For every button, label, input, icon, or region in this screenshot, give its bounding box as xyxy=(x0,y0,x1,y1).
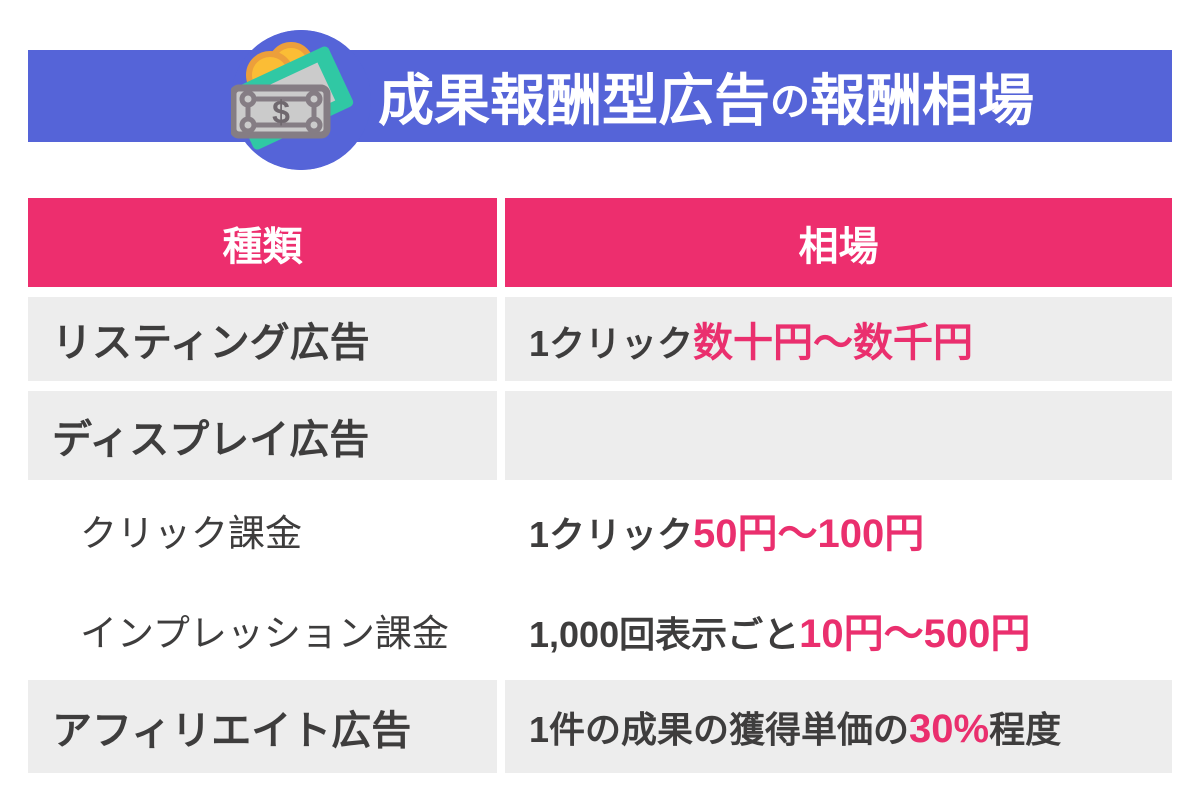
page-title-segment: 成果報酬型広告 xyxy=(378,68,770,132)
column-header-type: 種類 xyxy=(28,198,497,287)
row-rate-value: 1クリック50円〜100円 xyxy=(529,501,924,559)
rate-text: 1,000回表示ごと xyxy=(529,614,800,655)
table-row: ディスプレイ広告 xyxy=(28,391,1172,480)
rate-text: 1クリック xyxy=(529,323,694,364)
money-bills-coins-icon: $ xyxy=(231,30,371,170)
row-type-cell: アフィリエイト広告 xyxy=(28,680,497,773)
rate-text: 1クリック xyxy=(529,514,694,555)
page-title: 成果報酬型広告の報酬相場 xyxy=(368,50,1044,142)
row-rate-cell: 1クリック50円〜100円 xyxy=(505,480,1172,580)
page-title-particle: の xyxy=(770,80,810,124)
page-title-segment: 報酬相場 xyxy=(810,68,1034,132)
money-icon-badge: $ xyxy=(231,30,371,170)
row-type-label: リスティング広告 xyxy=(52,321,370,365)
column-header-rate: 相場 xyxy=(505,198,1172,287)
row-type-label: ディスプレイ広告 xyxy=(52,417,370,462)
rate-text: 1件の成果の獲得単価の xyxy=(529,708,910,750)
row-rate-value: 1クリック数十円〜数千円 xyxy=(529,310,973,368)
row-rate-value: 1,000回表示ごと10円〜500円 xyxy=(529,601,1030,659)
rate-text: 程度 xyxy=(989,708,1062,750)
row-rate-cell xyxy=(505,391,1172,480)
rate-highlight-text: 数十円〜数千円 xyxy=(693,321,974,365)
row-type-cell: クリック課金 xyxy=(28,480,497,580)
row-rate-cell: 1クリック数十円〜数千円 xyxy=(505,297,1172,381)
table-row: アフィリエイト広告 1件の成果の獲得単価の30%程度 xyxy=(28,680,1172,773)
table-row: リスティング広告 1クリック数十円〜数千円 xyxy=(28,297,1172,381)
table-body: リスティング広告 1クリック数十円〜数千円 ディスプレイ広告 クリック課金 1クリック5… xyxy=(28,297,1172,773)
row-type-cell: インプレッション課金 xyxy=(28,580,497,680)
rate-highlight-text: 10円〜500円 xyxy=(799,612,1031,656)
rates-table: 種類 相場 リスティング広告 1クリック数十円〜数千円 ディスプレイ広告 クリック課金… xyxy=(28,198,1172,773)
table-header-row: 種類 相場 xyxy=(28,198,1172,287)
row-type-cell: ディスプレイ広告 xyxy=(28,391,497,480)
row-type-label: インプレッション課金 xyxy=(80,613,449,654)
row-rate-cell: 1,000回表示ごと10円〜500円 xyxy=(505,580,1172,680)
row-type-label: アフィリエイト広告 xyxy=(52,708,412,753)
row-rate-cell: 1件の成果の獲得単価の30%程度 xyxy=(505,680,1172,773)
row-type-cell: リスティング広告 xyxy=(28,297,497,381)
rate-highlight-text: 30% xyxy=(909,706,990,751)
title-banner: $ 成果報酬型広告の報酬相場 xyxy=(28,30,1172,170)
svg-text:$: $ xyxy=(272,94,290,130)
table-row: クリック課金 1クリック50円〜100円 xyxy=(28,480,1172,580)
rate-highlight-text: 50円〜100円 xyxy=(693,512,925,556)
row-rate-value: 1件の成果の獲得単価の30%程度 xyxy=(529,701,1061,753)
table-row: インプレッション課金 1,000回表示ごと10円〜500円 xyxy=(28,580,1172,680)
row-type-label: クリック課金 xyxy=(80,513,302,554)
